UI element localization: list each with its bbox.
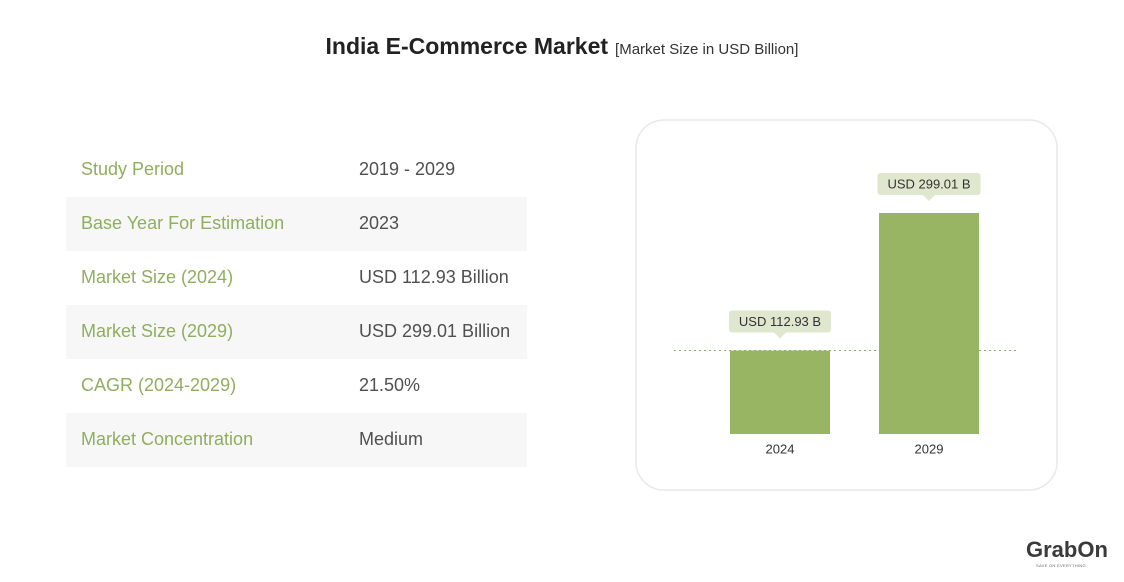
table-row-bg: [66, 197, 527, 251]
row-value: Medium: [359, 429, 423, 449]
bar: [730, 350, 830, 434]
row-value: 21.50%: [359, 375, 420, 395]
row-value: 2019 - 2029: [359, 159, 455, 179]
table-row-bg: [66, 305, 527, 359]
value-label-pointer: [923, 195, 935, 201]
value-label: USD 299.01 B: [877, 173, 981, 201]
value-label-text: USD 299.01 B: [887, 176, 970, 191]
bar: [879, 213, 979, 434]
row-label: Market Size (2024): [81, 267, 233, 287]
value-label-pointer: [774, 332, 786, 339]
row-value: USD 299.01 Billion: [359, 321, 510, 341]
row-value: 2023: [359, 213, 399, 233]
value-label-bg: [728, 310, 832, 333]
row-label: Study Period: [81, 159, 184, 179]
value-label-text: USD 112.93 B: [739, 314, 821, 329]
value-label: USD 112.93 B: [728, 310, 832, 339]
row-label: CAGR (2024-2029): [81, 375, 236, 395]
row-label: Market Concentration: [81, 429, 253, 449]
table-row-bg: [66, 413, 527, 467]
title: India E-Commerce Market: [326, 33, 609, 59]
row-value: USD 112.93 Billion: [359, 267, 509, 287]
row-label: Base Year For Estimation: [81, 213, 284, 233]
subtitle: [Market Size in USD Billion]: [615, 41, 798, 58]
value-label-bg: [877, 173, 981, 195]
logo-tagline: SAVE ON EVERYTHING: [1036, 563, 1086, 568]
x-tick-label: 2024: [766, 441, 795, 456]
row-label: Market Size (2029): [81, 321, 233, 341]
x-tick-label: 2029: [915, 441, 944, 456]
chart-card: [635, 119, 1058, 491]
logo: GrabOn: [1026, 537, 1108, 562]
